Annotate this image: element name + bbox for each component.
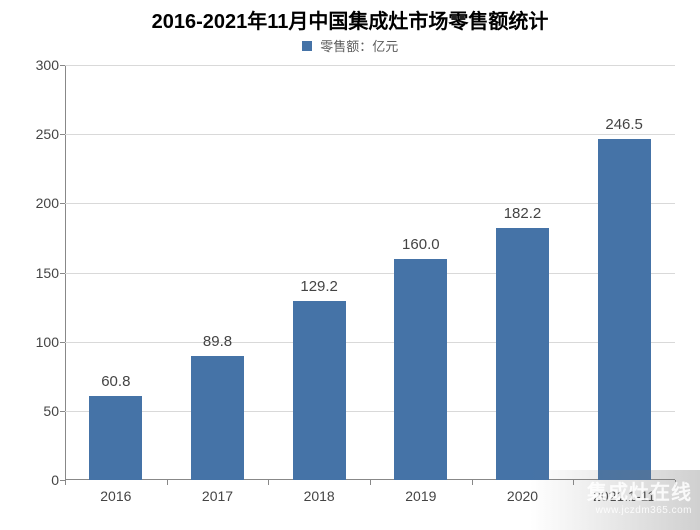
- gridline: [65, 203, 675, 204]
- plot-area: 05010015020025030060.8201689.82017129.22…: [65, 65, 675, 480]
- chart-legend: 零售额：亿元: [10, 36, 690, 55]
- y-tick-mark: [60, 203, 65, 204]
- bar: 60.8: [89, 396, 142, 480]
- chart-title: 2016-2021年11月中国集成灶市场零售额统计: [10, 5, 690, 34]
- y-tick-mark: [60, 342, 65, 343]
- y-tick-label: 100: [36, 334, 59, 350]
- watermark-sub: www.jczdm365.com: [530, 505, 692, 516]
- bar-value-label: 246.5: [605, 116, 643, 133]
- y-tick-label: 200: [36, 195, 59, 211]
- bar: 129.2: [293, 301, 346, 480]
- gridline: [65, 273, 675, 274]
- bar-value-label: 129.2: [300, 278, 338, 295]
- chart-container: 2016-2021年11月中国集成灶市场零售额统计 零售额：亿元 0501001…: [10, 5, 690, 515]
- y-tick-mark: [60, 273, 65, 274]
- x-tick-mark: [65, 480, 66, 485]
- bar-value-label: 160.0: [402, 236, 440, 253]
- y-tick-label: 300: [36, 57, 59, 73]
- y-tick-label: 150: [36, 265, 59, 281]
- watermark-main: 集成灶在线: [530, 476, 692, 505]
- bar-value-label: 182.2: [504, 205, 542, 222]
- x-tick-label: 2019: [405, 488, 436, 504]
- bar-value-label: 89.8: [203, 333, 232, 350]
- y-tick-label: 50: [43, 403, 59, 419]
- x-tick-label: 2018: [304, 488, 335, 504]
- x-tick-mark: [268, 480, 269, 485]
- watermark: 集成灶在线 www.jczdm365.com: [530, 470, 700, 530]
- y-tick-label: 0: [51, 472, 59, 488]
- gridline: [65, 134, 675, 135]
- bar: 160.0: [394, 259, 447, 480]
- y-tick-mark: [60, 411, 65, 412]
- legend-label: 零售额：亿元: [320, 36, 398, 55]
- legend-swatch: [302, 41, 312, 51]
- y-tick-mark: [60, 134, 65, 135]
- x-tick-mark: [167, 480, 168, 485]
- gridline: [65, 411, 675, 412]
- bar: 182.2: [496, 228, 549, 480]
- y-tick-mark: [60, 65, 65, 66]
- gridline: [65, 65, 675, 66]
- x-tick-mark: [370, 480, 371, 485]
- bar: 89.8: [191, 356, 244, 480]
- x-tick-label: 2017: [202, 488, 233, 504]
- gridline: [65, 342, 675, 343]
- x-tick-mark: [472, 480, 473, 485]
- y-tick-label: 250: [36, 126, 59, 142]
- bar-value-label: 60.8: [101, 373, 130, 390]
- bar: 246.5: [598, 139, 651, 480]
- x-tick-label: 2016: [100, 488, 131, 504]
